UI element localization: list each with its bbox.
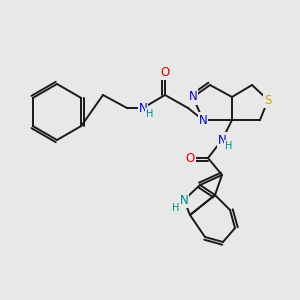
Text: N: N [180, 194, 188, 206]
Text: N: N [218, 134, 226, 146]
Text: H: H [146, 109, 154, 119]
Text: O: O [185, 152, 195, 164]
Text: N: N [199, 113, 207, 127]
Text: N: N [139, 101, 147, 115]
Text: H: H [225, 141, 233, 151]
Text: S: S [264, 94, 272, 106]
Text: H: H [172, 203, 180, 213]
Text: O: O [160, 65, 169, 79]
Text: N: N [189, 91, 197, 103]
